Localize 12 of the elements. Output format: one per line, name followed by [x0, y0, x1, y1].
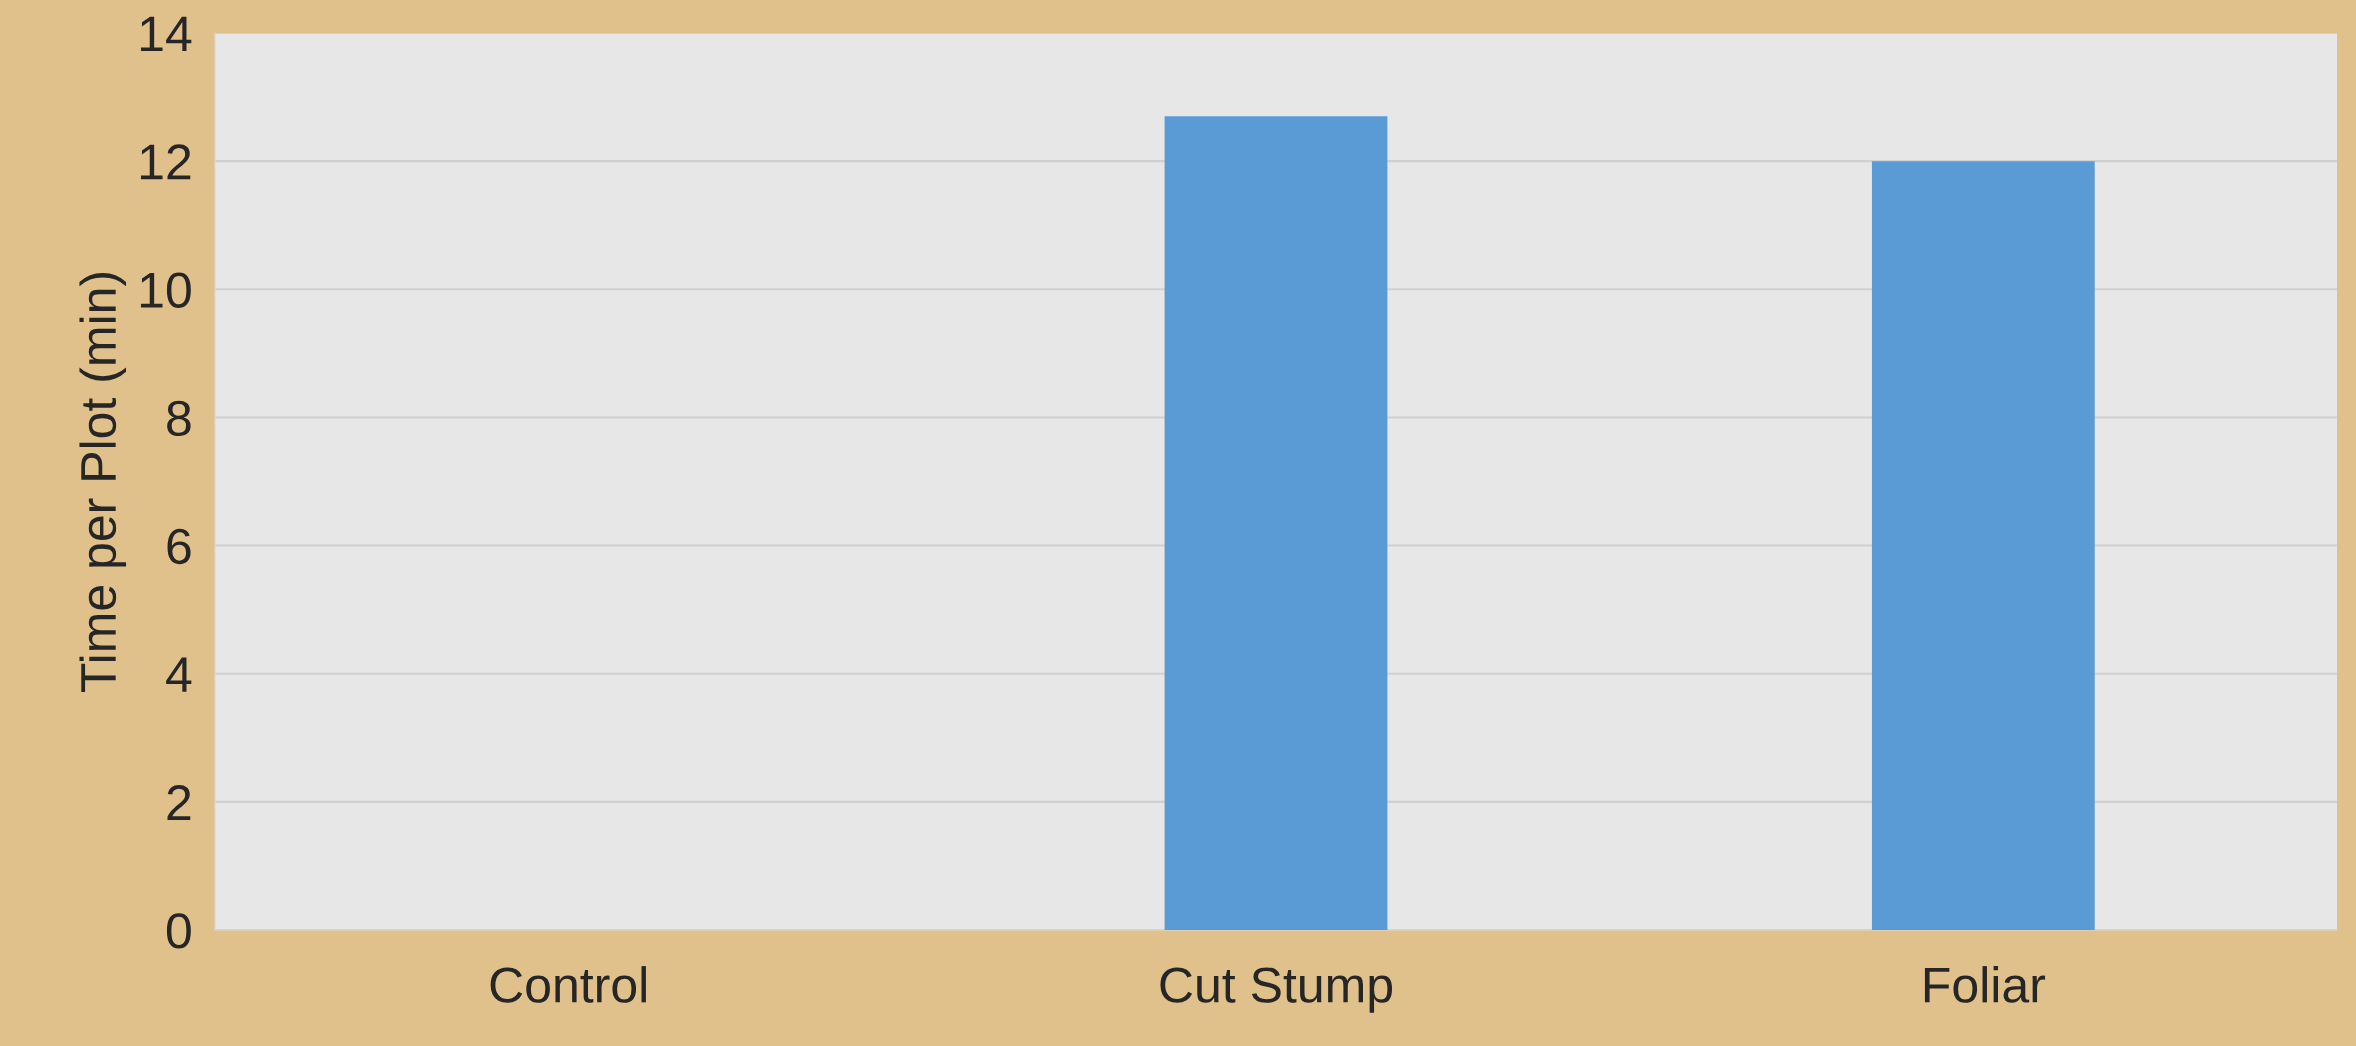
y-tick-label: 0 — [166, 913, 191, 949]
y-tick-label: 10 — [140, 272, 191, 308]
x-tick-label: Cut Stump — [1160, 967, 1393, 1013]
x-tick-label: Control — [490, 966, 646, 1003]
y-tick-label: 6 — [167, 528, 191, 565]
y-axis-title: Time per Plot (min) — [79, 272, 127, 692]
y-tick-label: 4 — [166, 657, 192, 692]
y-tick-label: 8 — [167, 400, 191, 437]
x-tick-label: Foliar — [1924, 966, 2046, 1003]
y-tick-label: 2 — [167, 785, 191, 820]
y-tick-label: 12 — [140, 144, 191, 180]
y-tick-label: 14 — [140, 16, 192, 52]
